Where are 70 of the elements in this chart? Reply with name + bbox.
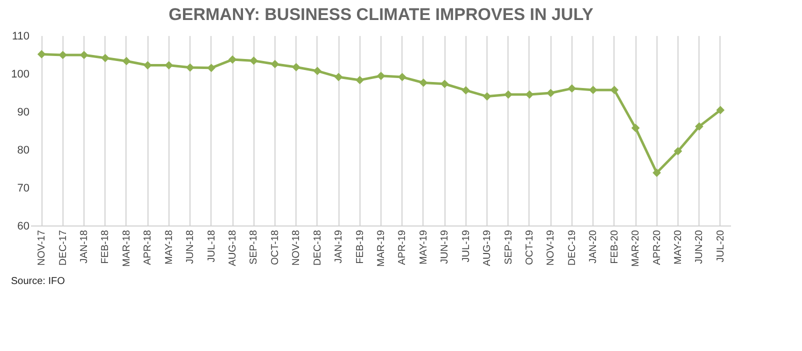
y-tick-label: 110 xyxy=(12,30,30,42)
point xyxy=(356,76,364,84)
x-tick-label: FEB-19 xyxy=(354,230,366,264)
x-tick-label: MAY-18 xyxy=(164,230,175,264)
point xyxy=(101,54,110,62)
x-tick-label: JUN-19 xyxy=(440,230,451,264)
point xyxy=(270,60,280,68)
chart-title: GERMANY: BUSINESS CLIMATE IMPROVES IN JULY xyxy=(168,5,594,24)
point xyxy=(631,124,640,132)
y-tick-label: 60 xyxy=(17,220,30,232)
x-tick-label: NOV-17 xyxy=(36,230,48,266)
point xyxy=(482,92,492,101)
x-tick-label: NOV-19 xyxy=(546,230,557,266)
point xyxy=(376,72,386,80)
y-tick-label: 70 xyxy=(17,182,30,194)
x-tick-label: JAN-18 xyxy=(79,230,90,264)
x-tick-label: JUN-20 xyxy=(694,230,706,264)
x-tick-label: OCT-18 xyxy=(270,230,281,266)
point xyxy=(313,66,322,76)
point xyxy=(546,88,555,98)
x-tick-label: MAR-20 xyxy=(630,230,642,267)
x-tick-label: NOV-18 xyxy=(291,230,302,266)
y-tick-label: 80 xyxy=(17,144,30,156)
x-tick-label: APR-19 xyxy=(397,230,408,266)
x-tick-label: JUL-18 xyxy=(206,230,218,262)
x-tick-label: MAR-18 xyxy=(121,230,132,267)
point xyxy=(122,56,131,66)
point xyxy=(250,56,258,65)
x-tick-label: JUL-20 xyxy=(715,230,726,262)
point xyxy=(440,80,449,88)
point xyxy=(143,61,152,70)
x-tick-label: JUL-19 xyxy=(460,230,472,262)
point xyxy=(58,50,67,60)
x-tick-label: DEC-18 xyxy=(312,230,324,266)
point xyxy=(674,146,682,156)
x-tick-label: JAN-19 xyxy=(334,230,345,264)
x-tick-label: JAN-20 xyxy=(588,230,600,264)
point xyxy=(610,86,619,94)
x-tick-label: JUN-18 xyxy=(185,230,196,264)
y-tick-label: 100 xyxy=(11,68,30,80)
x-tick-label: MAY-20 xyxy=(672,230,684,264)
x-tick-label: OCT-19 xyxy=(524,230,536,266)
point xyxy=(462,86,470,95)
x-tick-label: AUG-19 xyxy=(482,230,494,266)
point xyxy=(695,122,704,131)
point xyxy=(716,106,725,114)
x-tick-label: SEP-18 xyxy=(248,230,260,264)
point xyxy=(419,78,428,87)
point xyxy=(228,55,237,64)
x-tick-label: FEB-20 xyxy=(609,230,620,264)
point xyxy=(186,63,194,72)
x-tick-label: DEC-19 xyxy=(566,230,578,266)
point xyxy=(504,90,512,99)
point xyxy=(37,50,46,58)
source-note: Source: IFO xyxy=(11,276,66,287)
point xyxy=(207,64,216,72)
x-tick-label: MAR-19 xyxy=(376,230,387,267)
x-tick-label: AUG-18 xyxy=(228,230,239,266)
x-tick-label: DEC-17 xyxy=(58,230,69,266)
point xyxy=(652,168,661,177)
x-tick-label: FEB-18 xyxy=(100,230,112,264)
x-tick-label: APR-18 xyxy=(142,230,154,266)
x-tick-label: APR-20 xyxy=(652,230,663,266)
x-tick-label: SEP-19 xyxy=(503,230,514,264)
y-tick-label: 90 xyxy=(17,106,30,118)
point xyxy=(525,90,534,99)
point xyxy=(292,62,300,72)
point xyxy=(334,72,343,82)
point xyxy=(398,72,406,82)
x-tick-label: MAY-19 xyxy=(418,230,430,264)
